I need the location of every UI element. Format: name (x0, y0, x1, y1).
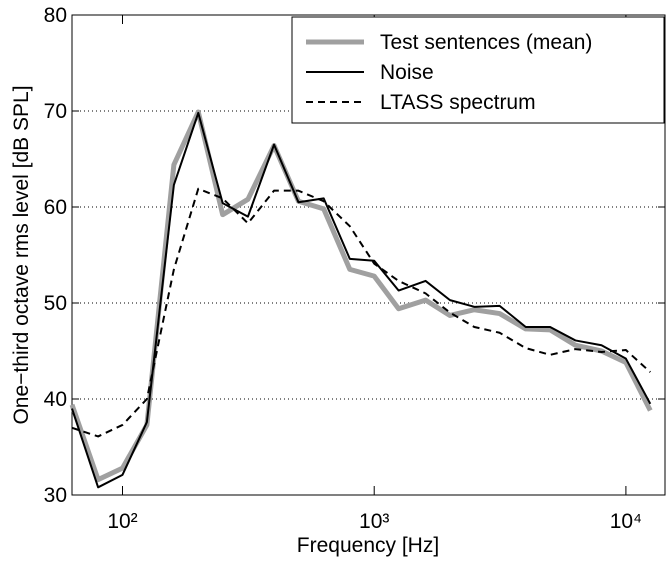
plot-frame (71, 14, 666, 496)
x-tick-label: 10³ (359, 510, 389, 533)
legend-box (291, 16, 665, 124)
series-line (69, 109, 653, 483)
y-tick-label: 70 (44, 100, 67, 123)
legend-label: LTASS spectrum (380, 91, 536, 114)
legend-label: Test sentences (mean) (380, 31, 592, 54)
x-tick-label: 10⁴ (610, 510, 642, 533)
y-tick-label: 80 (44, 4, 67, 27)
x-axis-label: Frequency [Hz] (297, 534, 439, 557)
y-tick-label: 60 (44, 196, 67, 219)
y-axis-label: One−third octave rms level [dB SPL] (10, 85, 33, 424)
series-line (71, 111, 652, 489)
legend: Test sentences (mean) Noise LTASS spectrum (291, 16, 665, 124)
y-tick-label: 40 (44, 388, 67, 411)
x-tick-label: 10² (107, 510, 137, 533)
legend-label: Noise (380, 61, 434, 84)
y-tick-label: 30 (44, 484, 67, 507)
y-tick-label: 50 (44, 292, 67, 315)
series-line (71, 187, 651, 438)
